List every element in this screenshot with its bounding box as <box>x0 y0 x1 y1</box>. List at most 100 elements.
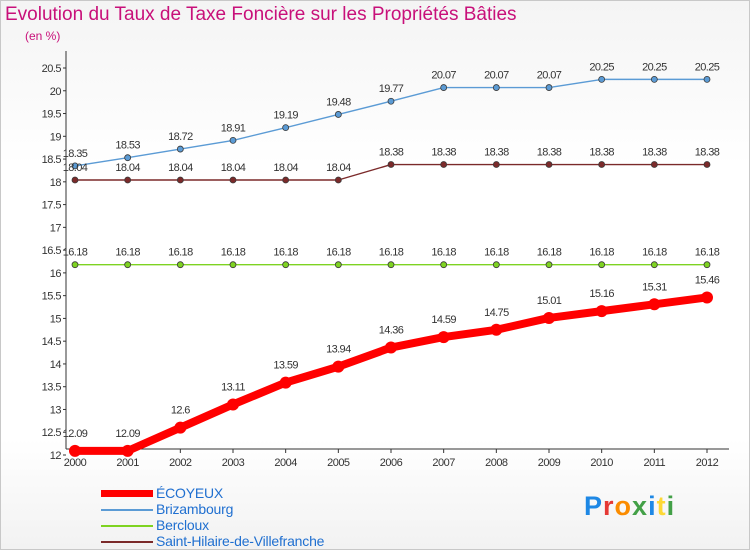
legend-swatch <box>101 541 153 543</box>
data-point <box>282 261 290 269</box>
data-label: 13.94 <box>326 344 351 356</box>
data-label: 14.36 <box>379 325 404 337</box>
y-tick-label: 13 <box>50 404 62 416</box>
data-label: 15.16 <box>589 288 614 300</box>
data-point <box>701 291 713 304</box>
logo-letter: r <box>603 491 615 521</box>
data-point <box>332 360 345 373</box>
legend-label: Brizambourg <box>156 501 234 517</box>
data-point <box>334 261 342 269</box>
data-label: 16.18 <box>431 247 456 259</box>
data-point <box>385 341 397 354</box>
legend-label: Bercloux <box>156 517 209 533</box>
data-label: 16.18 <box>537 247 562 259</box>
data-point <box>437 331 450 344</box>
data-label: 16.18 <box>326 247 351 259</box>
data-point <box>598 261 606 269</box>
data-label: 18.72 <box>168 131 193 143</box>
data-label: 14.75 <box>484 307 509 319</box>
legend-swatch <box>101 509 153 511</box>
data-label: 16.18 <box>168 247 193 259</box>
data-point <box>282 176 290 184</box>
y-tick-label: 12 <box>50 450 62 462</box>
data-point <box>492 161 500 168</box>
data-label: 18.38 <box>589 147 614 159</box>
data-label: 19.19 <box>273 110 298 122</box>
data-label: 18.38 <box>537 147 562 159</box>
data-label: 16.18 <box>63 247 88 259</box>
data-label: 19.77 <box>379 83 404 95</box>
legend-swatch <box>101 490 153 497</box>
data-label: 18.91 <box>221 122 246 134</box>
data-point <box>124 261 132 269</box>
data-label: 18.04 <box>63 162 88 174</box>
data-point <box>650 261 658 269</box>
data-label: 16.18 <box>273 247 298 259</box>
y-tick-label: 18.5 <box>42 154 62 166</box>
data-label: 18.38 <box>379 147 404 159</box>
data-point <box>543 311 555 324</box>
data-point <box>124 176 132 184</box>
data-label: 16.18 <box>589 247 614 259</box>
x-tick-label: 2007 <box>432 457 455 469</box>
data-point <box>595 305 608 318</box>
y-tick-label: 18 <box>50 177 62 189</box>
logo-letter: i <box>666 491 676 521</box>
y-tick-label: 12.5 <box>42 427 62 439</box>
series-line <box>75 293 708 455</box>
proxiti-logo: Proxiti <box>584 491 675 522</box>
data-label: 20.07 <box>484 70 509 82</box>
data-label: 18.38 <box>642 147 667 159</box>
data-point <box>71 261 79 269</box>
data-label: 12.09 <box>115 428 140 440</box>
legend-item: ÉCOYEUX <box>101 485 421 501</box>
data-point <box>124 154 132 162</box>
data-point <box>703 75 711 83</box>
data-label: 16.18 <box>379 247 404 259</box>
logo-letter: P <box>584 491 604 521</box>
data-point <box>227 398 239 411</box>
data-label: 15.46 <box>695 274 720 286</box>
data-point <box>176 145 184 153</box>
logo-letter: t <box>656 491 667 521</box>
data-label: 18.38 <box>484 147 509 159</box>
x-tick-label: 2009 <box>538 457 561 469</box>
data-point <box>176 261 184 269</box>
data-point <box>229 176 237 184</box>
data-label: 20.25 <box>642 61 667 73</box>
data-point <box>229 261 237 269</box>
data-point <box>334 111 342 118</box>
y-tick-label: 20.5 <box>42 63 62 75</box>
y-tick-label: 20 <box>50 86 62 98</box>
data-point <box>440 261 448 269</box>
data-label: 18.04 <box>326 162 351 174</box>
data-point <box>387 261 395 269</box>
data-label: 12.6 <box>171 405 190 417</box>
data-point <box>174 421 187 434</box>
y-tick-label: 13.5 <box>42 382 62 394</box>
y-tick-label: 17.5 <box>42 200 62 212</box>
legend-item: Brizambourg <box>101 501 421 517</box>
y-tick-label: 17 <box>50 222 62 234</box>
data-label: 18.04 <box>168 162 193 174</box>
legend-item: Saint-Hilaire-de-Villefranche <box>101 533 421 549</box>
data-point <box>490 323 503 336</box>
x-tick-label: 2008 <box>485 457 508 469</box>
data-label: 20.07 <box>431 70 456 82</box>
data-label: 18.04 <box>273 162 298 174</box>
data-label: 20.25 <box>695 61 720 73</box>
data-label: 19.48 <box>326 96 351 108</box>
data-label: 18.38 <box>431 147 456 159</box>
data-label: 14.59 <box>431 314 456 326</box>
data-label: 20.07 <box>537 70 562 82</box>
x-tick-label: 2011 <box>644 457 666 469</box>
data-label: 16.18 <box>115 247 140 259</box>
logo-letter: o <box>614 491 633 521</box>
y-tick-label: 15.5 <box>42 291 62 303</box>
data-point <box>440 84 448 91</box>
legend-label: ÉCOYEUX <box>156 485 224 501</box>
data-label: 16.18 <box>221 247 246 259</box>
data-label: 18.38 <box>695 147 720 159</box>
data-label: 20.25 <box>589 61 614 73</box>
data-label: 13.59 <box>273 360 298 372</box>
